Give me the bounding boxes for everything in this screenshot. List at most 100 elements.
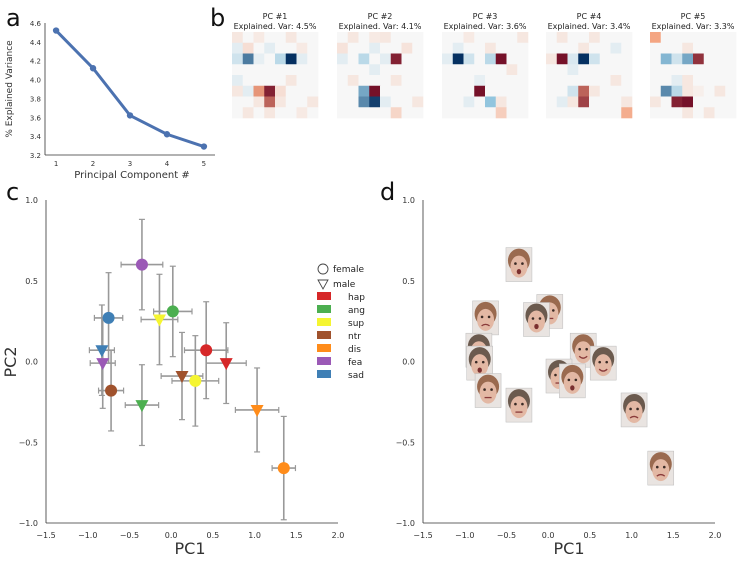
- panel-c-point-hap-female: [200, 344, 213, 357]
- panel-d-y-tick-label: 0.5: [402, 277, 415, 286]
- panel-c-point-ang-female: [166, 305, 179, 318]
- face-thumbnail-ntr-female: [474, 373, 502, 408]
- heatmap-cell: [660, 32, 672, 44]
- heatmap-cell: [650, 85, 662, 97]
- legend-swatch-sup: [317, 318, 331, 326]
- heatmap-cell: [589, 96, 601, 108]
- heatmap-cell: [517, 53, 529, 65]
- face-thumbnail-hap-male: [589, 345, 617, 381]
- heatmap-cell: [285, 42, 297, 54]
- face-thumbnail-sad-female: [472, 300, 499, 336]
- heatmap-cell: [380, 96, 392, 108]
- heatmap-cell: [714, 96, 726, 108]
- legend-swatch-ang: [317, 305, 331, 313]
- heatmap-cell: [693, 107, 705, 119]
- panel-c-x-tick-label: −1.0: [78, 531, 97, 540]
- heatmap-title: PC #3: [473, 12, 498, 21]
- heatmap-cell: [390, 75, 402, 87]
- heatmap-cell: [621, 85, 633, 97]
- heatmap-cell: [232, 85, 244, 97]
- panel-c-point-ang-male: [135, 400, 149, 413]
- heatmap-cell: [296, 42, 308, 54]
- face-skin: [574, 341, 592, 364]
- panel-a-data-point: [89, 65, 97, 72]
- heatmap-cell: [264, 96, 276, 108]
- face-mouth: [477, 367, 482, 373]
- heatmap-cell: [275, 96, 287, 108]
- heatmap-cell: [264, 53, 276, 65]
- heatmap-cell: [242, 32, 254, 44]
- heatmap-subtitle: Explained. Var: 4.1%: [339, 22, 422, 31]
- heatmap-cell: [232, 107, 244, 119]
- face-left-eye: [531, 317, 535, 320]
- heatmap-cell: [358, 107, 370, 119]
- heatmap-cell: [589, 42, 601, 54]
- face-mouth: [629, 415, 639, 419]
- heatmap-title: PC #2: [368, 12, 393, 21]
- heatmap-cell: [463, 96, 475, 108]
- face-mouth: [656, 473, 666, 477]
- heatmap-cell: [474, 42, 486, 54]
- heatmap-cell: [599, 42, 611, 54]
- heatmap-cell: [369, 64, 381, 76]
- heatmap-cell: [275, 75, 287, 87]
- heatmap-cell: [556, 53, 568, 65]
- heatmap-cell: [725, 96, 737, 108]
- heatmap-cell: [369, 42, 381, 54]
- heatmap-subtitle: Explained. Var: 3.3%: [652, 22, 735, 31]
- heatmap-cell: [442, 42, 454, 54]
- heatmap-cell: [546, 53, 558, 65]
- heatmap-title: PC #1: [263, 12, 288, 21]
- heatmap-cell: [347, 96, 359, 108]
- face-mouth: [578, 355, 588, 359]
- heatmap-cell: [358, 32, 370, 44]
- heatmap-cell: [546, 85, 558, 97]
- heatmap-cell: [506, 53, 518, 65]
- heatmap-cell: [517, 85, 529, 97]
- legend-label-ang: ang: [348, 306, 365, 316]
- heatmap-cell: [307, 53, 319, 65]
- heatmap-cell: [506, 42, 518, 54]
- heatmap-cell: [714, 32, 726, 44]
- heatmap-cell: [621, 75, 633, 87]
- heatmap-cell: [650, 53, 662, 65]
- heatmap-cell: [463, 85, 475, 97]
- panel-c-point-sup-male: [152, 314, 166, 327]
- heatmap-cell: [380, 53, 392, 65]
- heatmap-cell: [703, 42, 715, 54]
- heatmap-cell: [358, 96, 370, 108]
- heatmap-cell: [264, 85, 276, 97]
- panel-label-b: b: [210, 4, 225, 32]
- heatmap-cell: [369, 96, 381, 108]
- heatmap-cell: [232, 53, 244, 65]
- face-skin: [625, 400, 643, 423]
- heatmap-cell: [242, 96, 254, 108]
- heatmap-cell: [296, 107, 308, 119]
- heatmap-cell: [610, 96, 622, 108]
- heatmap-cell: [296, 53, 308, 65]
- legend-male-label: male: [333, 280, 356, 290]
- heatmap-cell: [242, 107, 254, 119]
- face-skin: [510, 396, 528, 419]
- heatmap-cell: [671, 32, 683, 44]
- heatmap-cell: [452, 96, 464, 108]
- heatmap-cell: [556, 64, 568, 76]
- heatmap-cell: [517, 107, 529, 119]
- heatmap-cell: [275, 32, 287, 44]
- heatmap-cell: [442, 75, 454, 87]
- heatmap-cell: [412, 64, 424, 76]
- heatmap-cell: [401, 53, 413, 65]
- panel-d-x-tick-label: 1.5: [667, 531, 680, 540]
- heatmap-cell: [495, 42, 507, 54]
- heatmap-cell: [442, 107, 454, 119]
- legend-label-fea: fea: [348, 358, 362, 368]
- heatmap-cell: [485, 64, 497, 76]
- panel-a-x-label: Principal Component #: [74, 170, 189, 181]
- heatmap-cell: [682, 64, 694, 76]
- heatmap-cell: [725, 32, 737, 44]
- panel-d-x-tick-label: −1.0: [455, 531, 474, 540]
- heatmap-cell: [442, 32, 454, 44]
- heatmap-cell: [442, 53, 454, 65]
- heatmap-cell: [452, 85, 464, 97]
